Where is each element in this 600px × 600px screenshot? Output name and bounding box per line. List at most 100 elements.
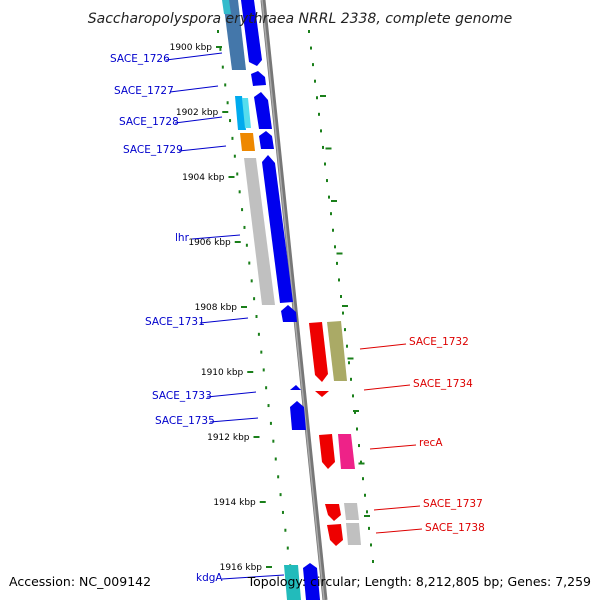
- scale-label: 1902 kbp: [176, 108, 219, 118]
- gene-feature-sace-1734[interactable]: [315, 391, 329, 397]
- gene-label-sace-1737[interactable]: SACE_1737: [423, 498, 483, 510]
- gene-label-lhr[interactable]: lhr: [175, 232, 190, 244]
- right-guide-track-dot: [344, 328, 346, 332]
- gene-feature-kdgA-cog[interactable]: [284, 565, 301, 600]
- left-guide-track-dot: [238, 190, 241, 194]
- gene-feature-sace-1732[interactable]: [309, 322, 328, 382]
- left-guide-track-dot: [265, 386, 268, 390]
- scale-tick: [216, 46, 222, 48]
- gene-label-sace-1734[interactable]: SACE_1734: [413, 378, 473, 390]
- right-guide-track-dot: [338, 278, 340, 282]
- left-guide-track-dot: [284, 528, 287, 532]
- left-guide-track-dot: [231, 136, 234, 140]
- left-guide-track-dot: [255, 315, 258, 318]
- gene-feature-lhr-cog[interactable]: [244, 158, 275, 305]
- gene-label-sace-1729[interactable]: SACE_1729: [123, 144, 183, 156]
- right-guide-track-dot: [318, 112, 320, 116]
- right-guide-track-dot: [348, 361, 350, 365]
- right-guide-track-dot: [310, 46, 312, 50]
- gene-label-leader-line: [221, 574, 285, 580]
- gene-label-leader-line: [174, 116, 223, 124]
- gene-feature-sace-1726-cyan[interactable]: [222, 0, 231, 14]
- gene-feature-sace-1726-cog[interactable]: [223, 0, 246, 70]
- right-scale-tick: [364, 515, 370, 517]
- left-guide-track-dot: [277, 475, 280, 479]
- right-guide-track-dot: [322, 145, 324, 149]
- left-guide-track-dot: [250, 279, 253, 283]
- right-guide-track-dot: [332, 228, 334, 232]
- gene-feature-sace-1728[interactable]: [254, 92, 272, 129]
- left-guide-track-dot: [219, 47, 222, 51]
- gene-label-leader-line: [375, 528, 423, 534]
- gene-feature-sace-1738[interactable]: [327, 524, 343, 546]
- scale-label: 1916 kbp: [220, 563, 263, 573]
- gene-label-leader-line: [373, 505, 421, 511]
- right-scale-tick: [331, 200, 337, 202]
- right-guide-track-dot: [370, 543, 372, 547]
- gene-label-kdga[interactable]: kdgA: [196, 572, 223, 584]
- right-guide-track-dot: [366, 510, 368, 514]
- left-guide-track-dot: [286, 546, 289, 550]
- gene-feature-sace-1729[interactable]: [259, 131, 274, 149]
- gene-label-sace-1733[interactable]: SACE_1733: [152, 390, 212, 402]
- scale-tick: [241, 306, 247, 308]
- gene-feature-lhr[interactable]: [262, 155, 293, 303]
- left-guide-track-dot: [217, 30, 219, 33]
- right-guide-track-dot: [316, 96, 318, 100]
- left-strand-features: [222, 0, 320, 600]
- gene-label-leader-line: [206, 391, 257, 398]
- right-guide-track-dot: [362, 477, 364, 481]
- left-guide-track-dot: [262, 368, 265, 372]
- gene-feature-sace-1733[interactable]: [290, 385, 301, 390]
- left-guide-track-dot: [226, 101, 229, 105]
- right-guide-track-dot: [334, 245, 336, 249]
- gene-feature-sace-1738-cog[interactable]: [346, 523, 361, 545]
- right-guide-track-dot: [326, 179, 328, 183]
- right-guide-track-dot: [342, 311, 344, 315]
- gene-label-sace-1727[interactable]: SACE_1727: [114, 85, 174, 97]
- gene-feature-sace-1732-cog[interactable]: [327, 321, 347, 381]
- left-guide-track-dot: [233, 154, 236, 158]
- gene-label-sace-1732[interactable]: SACE_1732: [409, 336, 469, 348]
- right-guide-track-dot: [360, 460, 362, 464]
- genome-backbone: [260, 0, 328, 600]
- right-guide-track-dot: [328, 195, 330, 199]
- gene-feature-sace-1726[interactable]: [241, 0, 262, 66]
- right-scale-tick: [347, 357, 354, 360]
- scale-tick: [234, 241, 241, 243]
- left-guide-track-dot: [267, 404, 270, 408]
- gene-feature-sace-1737-cog[interactable]: [344, 503, 359, 520]
- left-guide-track-dot: [241, 208, 244, 212]
- scale-marks: 1900 kbp 1902 kbp 1904 kbp 1906 kbp 1908 kbp…: [170, 43, 370, 573]
- gene-feature-sace-1727[interactable]: [251, 71, 266, 86]
- scale-label: 1912 kbp: [207, 433, 250, 443]
- gene-label-sace-1728[interactable]: SACE_1728: [119, 116, 179, 128]
- gene-label-sace-1738[interactable]: SACE_1738: [425, 522, 485, 534]
- left-guide-track-dot: [279, 493, 282, 497]
- gene-label-leader-line: [363, 384, 411, 391]
- right-guide-track-dot: [358, 444, 360, 448]
- gene-feature-kdgA[interactable]: [303, 563, 320, 600]
- gene-feature-recA-cog[interactable]: [338, 434, 355, 469]
- gene-feature-recA[interactable]: [319, 434, 335, 469]
- right-guide-track-dot: [354, 410, 356, 414]
- gene-feature-sace-1735[interactable]: [290, 401, 306, 430]
- gene-label-reca[interactable]: recA: [419, 437, 443, 449]
- gene-feature-sace-1737[interactable]: [325, 504, 341, 521]
- gene-label-sace-1735[interactable]: SACE_1735: [155, 415, 215, 427]
- gene-feature-sace-1731[interactable]: [281, 305, 297, 322]
- right-guide-track-dot: [324, 162, 326, 166]
- gene-feature-sace-1728-cog[interactable]: [235, 96, 246, 130]
- gene-label-leader-line: [369, 444, 417, 450]
- gene-label-sace-1731[interactable]: SACE_1731: [145, 316, 205, 328]
- left-guide-track-dot: [274, 457, 277, 461]
- right-scale-tick: [353, 410, 359, 412]
- left-guide-track-dot: [248, 261, 251, 265]
- gene-feature-sace-1728-cyan[interactable]: [242, 98, 251, 128]
- gene-feature-sace-1729-cog[interactable]: [240, 133, 255, 151]
- gene-label-sace-1726[interactable]: SACE_1726: [110, 53, 170, 65]
- right-scale-tick: [320, 95, 326, 97]
- scale-tick: [266, 566, 272, 568]
